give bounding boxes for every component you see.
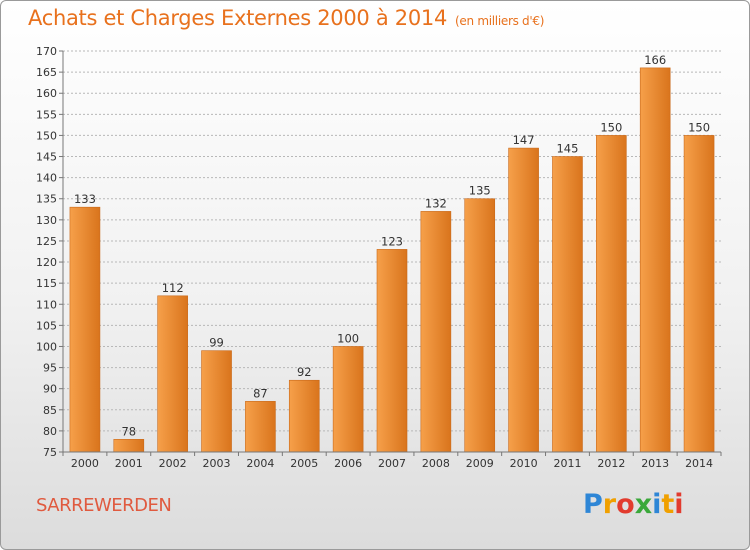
- data-label: 78: [121, 424, 136, 438]
- bars: [69, 67, 715, 453]
- bar: [157, 295, 188, 453]
- y-tick-label: 80: [43, 425, 57, 438]
- data-labels: 133 78 112 99 87 92 100 123 132 135 147 145 150 166 15…: [74, 53, 710, 438]
- y-tick-label: 170: [36, 45, 57, 58]
- x-tick-label: 2010: [510, 457, 538, 470]
- y-tick-label: 75: [43, 446, 57, 459]
- bar: [201, 350, 232, 453]
- x-tick-label: 2009: [466, 457, 494, 470]
- location-name: SARREWERDEN: [36, 495, 172, 516]
- bar: [113, 439, 145, 453]
- x-tick-label: 2013: [641, 457, 669, 470]
- bar: [683, 135, 715, 453]
- bar: [508, 147, 539, 453]
- logo-letter: P: [583, 489, 603, 520]
- y-tick-label: 105: [36, 319, 57, 332]
- bar: [464, 198, 496, 453]
- bar: [420, 211, 452, 453]
- bar: [245, 401, 276, 453]
- x-tick-label: 2007: [378, 457, 406, 470]
- y-tick-label: 140: [36, 172, 57, 185]
- logo-letter: t: [661, 489, 675, 520]
- data-label: 147: [513, 133, 535, 147]
- y-tick-label: 115: [36, 277, 57, 290]
- bar: [69, 206, 101, 453]
- chart-title-text: Achats et Charges Externes 2000 à 2014: [28, 6, 448, 30]
- logo-letter: i: [674, 489, 684, 520]
- data-label: 166: [644, 53, 666, 67]
- bar: [596, 135, 627, 453]
- chart-subtitle: (en milliers d'€): [455, 14, 545, 28]
- x-tick-label: 2000: [71, 457, 99, 470]
- data-label: 112: [162, 281, 184, 295]
- data-label: 132: [425, 196, 447, 210]
- bar: [376, 249, 408, 453]
- bar: [552, 156, 583, 453]
- data-label: 135: [469, 184, 491, 198]
- logo-letter: x: [634, 489, 653, 520]
- y-tick-label: 125: [36, 235, 57, 248]
- x-tick-label: 2001: [115, 457, 143, 470]
- y-tick-label: 90: [43, 383, 57, 396]
- y-tick-label: 85: [43, 404, 57, 417]
- x-tick-label: 2012: [597, 457, 625, 470]
- y-tick-label: 130: [36, 214, 57, 227]
- proxiti-logo: Proxiti: [583, 489, 684, 520]
- x-tick-label: 2008: [422, 457, 450, 470]
- y-tick-label: 155: [36, 108, 57, 121]
- y-tick-label: 100: [36, 340, 57, 353]
- bar: [288, 379, 320, 453]
- y-tick-label: 135: [36, 193, 57, 206]
- y-tick-label: 150: [36, 129, 57, 142]
- x-tick-label: 2005: [290, 457, 318, 470]
- data-label: 133: [74, 192, 96, 206]
- x-tick-label: 2003: [203, 457, 231, 470]
- y-axis: 75 80 85 90 95 100 105 110 115 120 125 130 135 140 145…: [36, 45, 64, 459]
- y-tick-label: 95: [43, 362, 57, 375]
- y-tick-label: 160: [36, 87, 57, 100]
- x-tick-label: 2004: [246, 457, 274, 470]
- data-label: 145: [556, 142, 578, 156]
- bar: [332, 346, 364, 453]
- y-tick-label: 165: [36, 66, 57, 79]
- x-tick-label: 2011: [553, 457, 581, 470]
- x-tick-label: 2014: [685, 457, 713, 470]
- bar: [639, 67, 671, 453]
- data-label: 87: [253, 386, 268, 400]
- logo-letter: r: [602, 489, 617, 520]
- data-label: 92: [297, 365, 312, 379]
- logo-letter: i: [652, 489, 662, 520]
- y-tick-label: 110: [36, 298, 57, 311]
- data-label: 100: [337, 331, 359, 345]
- data-label: 123: [381, 234, 403, 248]
- x-axis: 2000 2001 2002 2003 2004 2005 2006 2007 2008 2009…: [62, 451, 722, 470]
- data-label: 150: [688, 120, 710, 134]
- chart-title: Achats et Charges Externes 2000 à 2014 (e…: [28, 6, 544, 30]
- x-tick-label: 2006: [334, 457, 362, 470]
- y-tick-label: 120: [36, 256, 57, 269]
- logo-letter: o: [616, 489, 635, 520]
- data-label: 150: [600, 120, 622, 134]
- x-tick-label: 2002: [159, 457, 187, 470]
- data-label: 99: [209, 336, 224, 350]
- y-tick-label: 145: [36, 151, 57, 164]
